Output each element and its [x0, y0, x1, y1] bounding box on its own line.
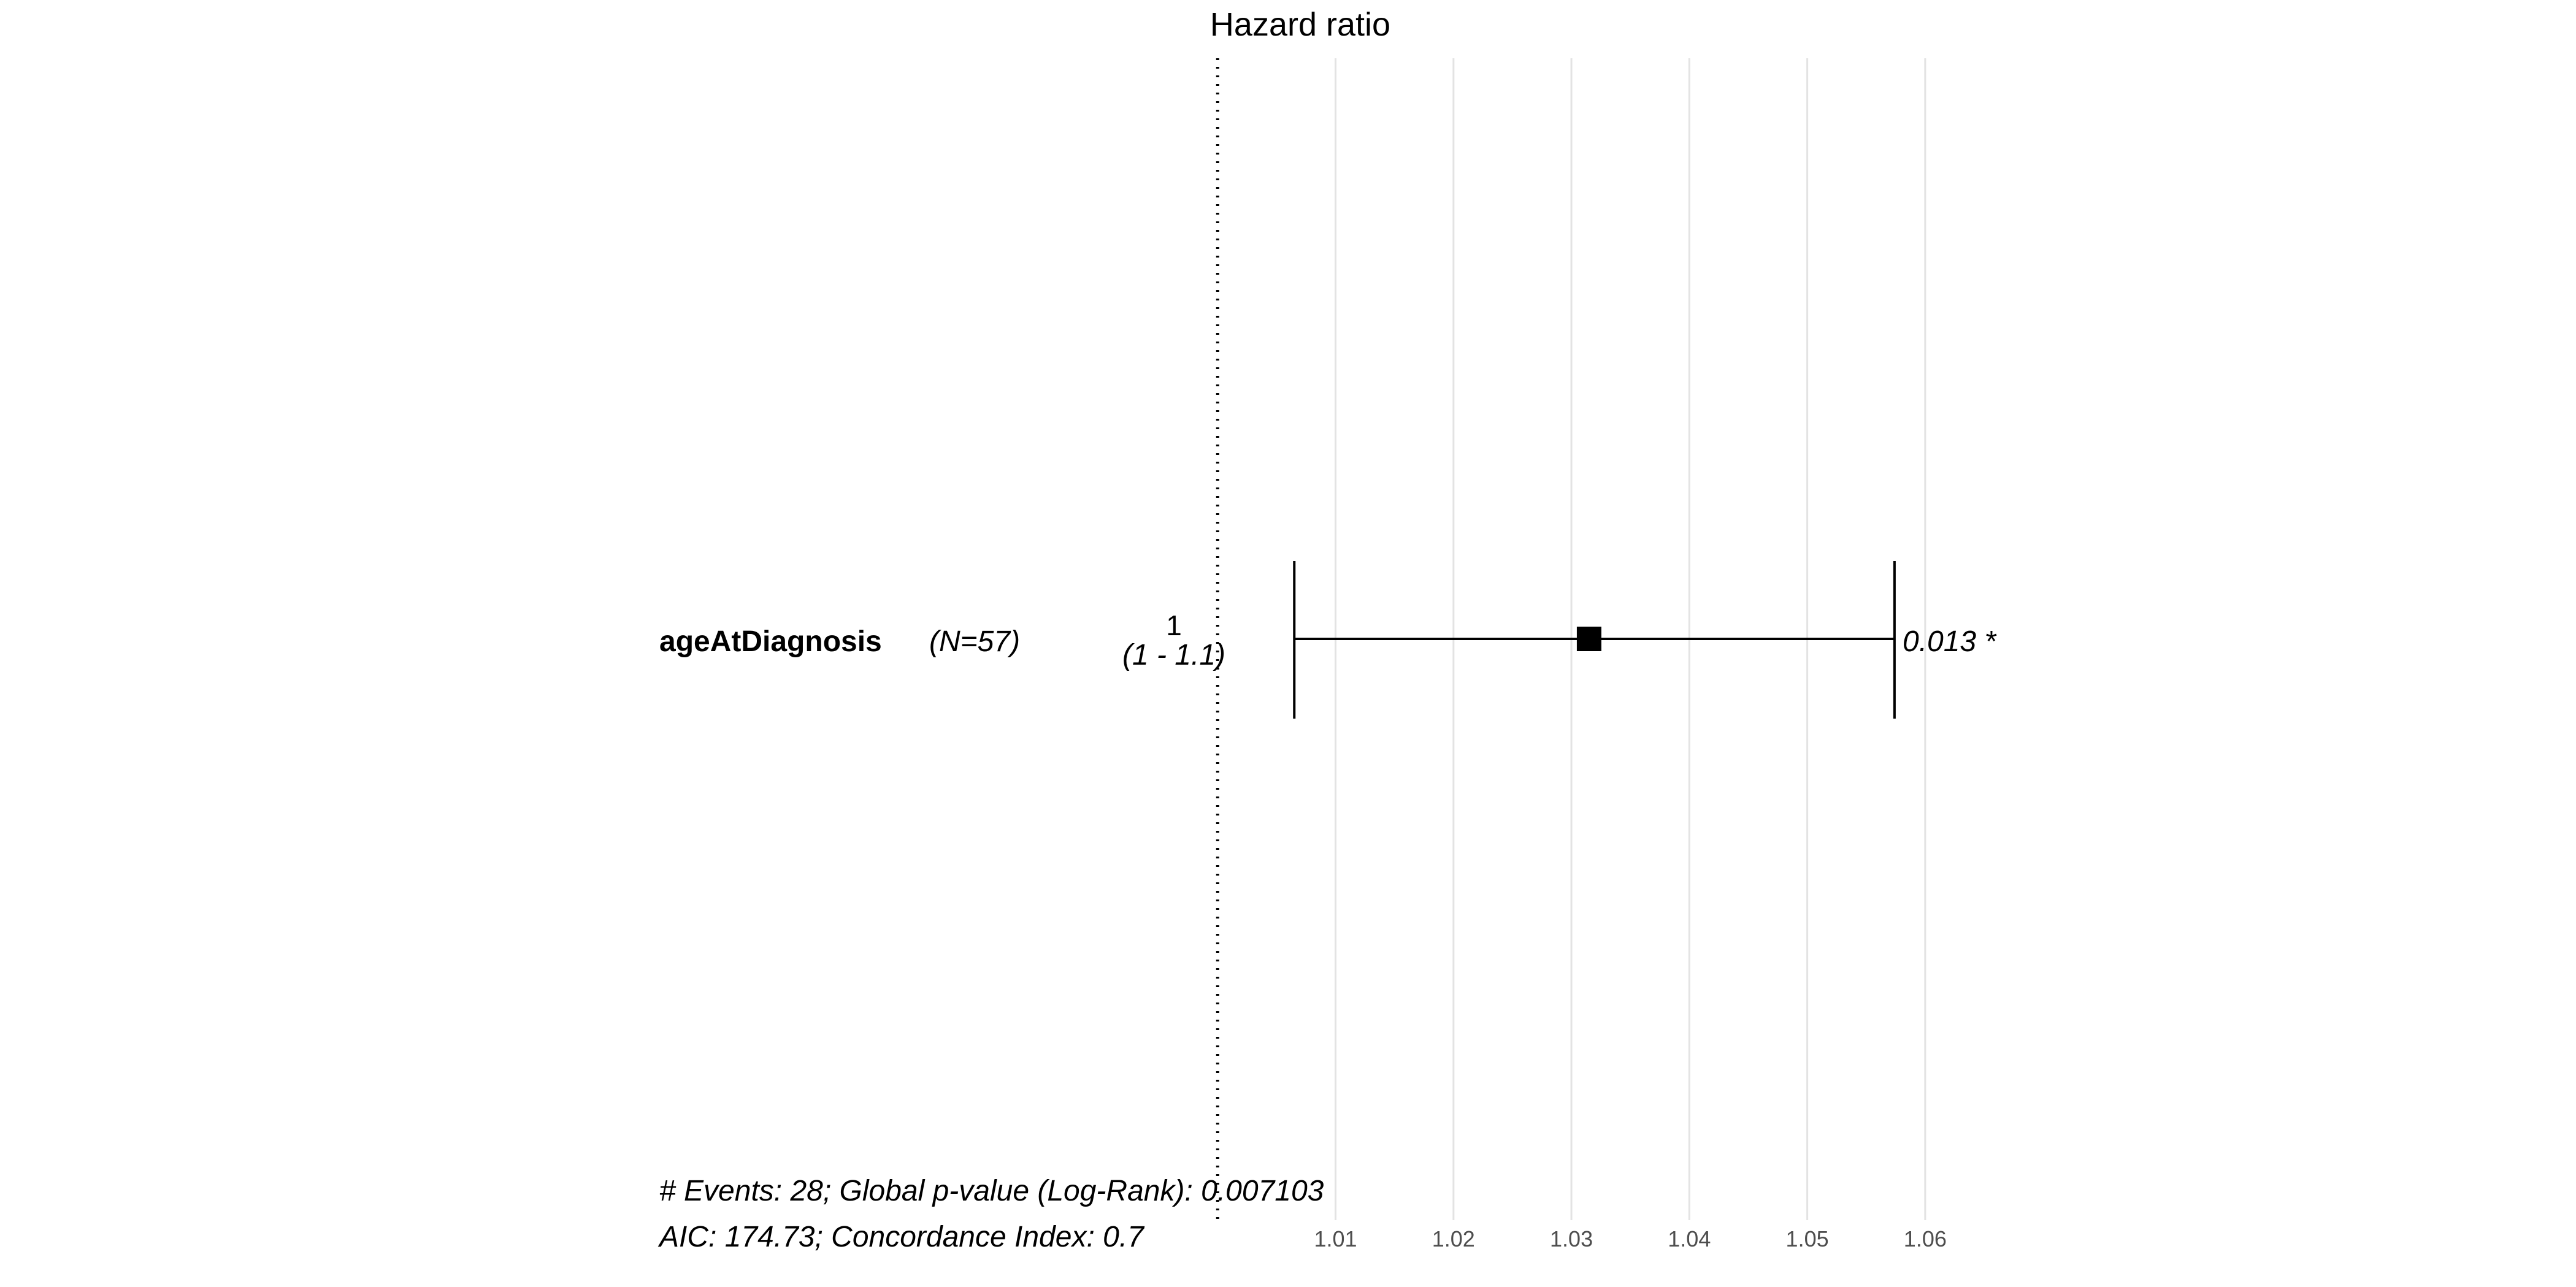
- x-tick-label: 1.01: [1314, 1226, 1357, 1251]
- row-variable-label: ageAtDiagnosis: [659, 625, 882, 658]
- row-hr-label: 1: [1166, 609, 1182, 641]
- chart-title: Hazard ratio: [1210, 6, 1390, 43]
- row-p-label: 0.013 *: [1903, 625, 1996, 658]
- estimate-point: [1577, 627, 1601, 651]
- x-tick-label: 1.03: [1550, 1226, 1593, 1251]
- x-tick-label: 1.02: [1432, 1226, 1475, 1251]
- footer-events-line: # Events: 28; Global p-value (Log-Rank):…: [659, 1175, 1324, 1207]
- x-tick-label: 1.04: [1668, 1226, 1711, 1251]
- x-tick-label: 1.06: [1904, 1226, 1947, 1251]
- row-n-label: (N=57): [929, 625, 1020, 658]
- x-tick-label: 1.05: [1786, 1226, 1829, 1251]
- footer-aic-line: AIC: 174.73; Concordance Index: 0.7: [657, 1221, 1145, 1253]
- row-ci-label: (1 - 1.1): [1122, 639, 1225, 671]
